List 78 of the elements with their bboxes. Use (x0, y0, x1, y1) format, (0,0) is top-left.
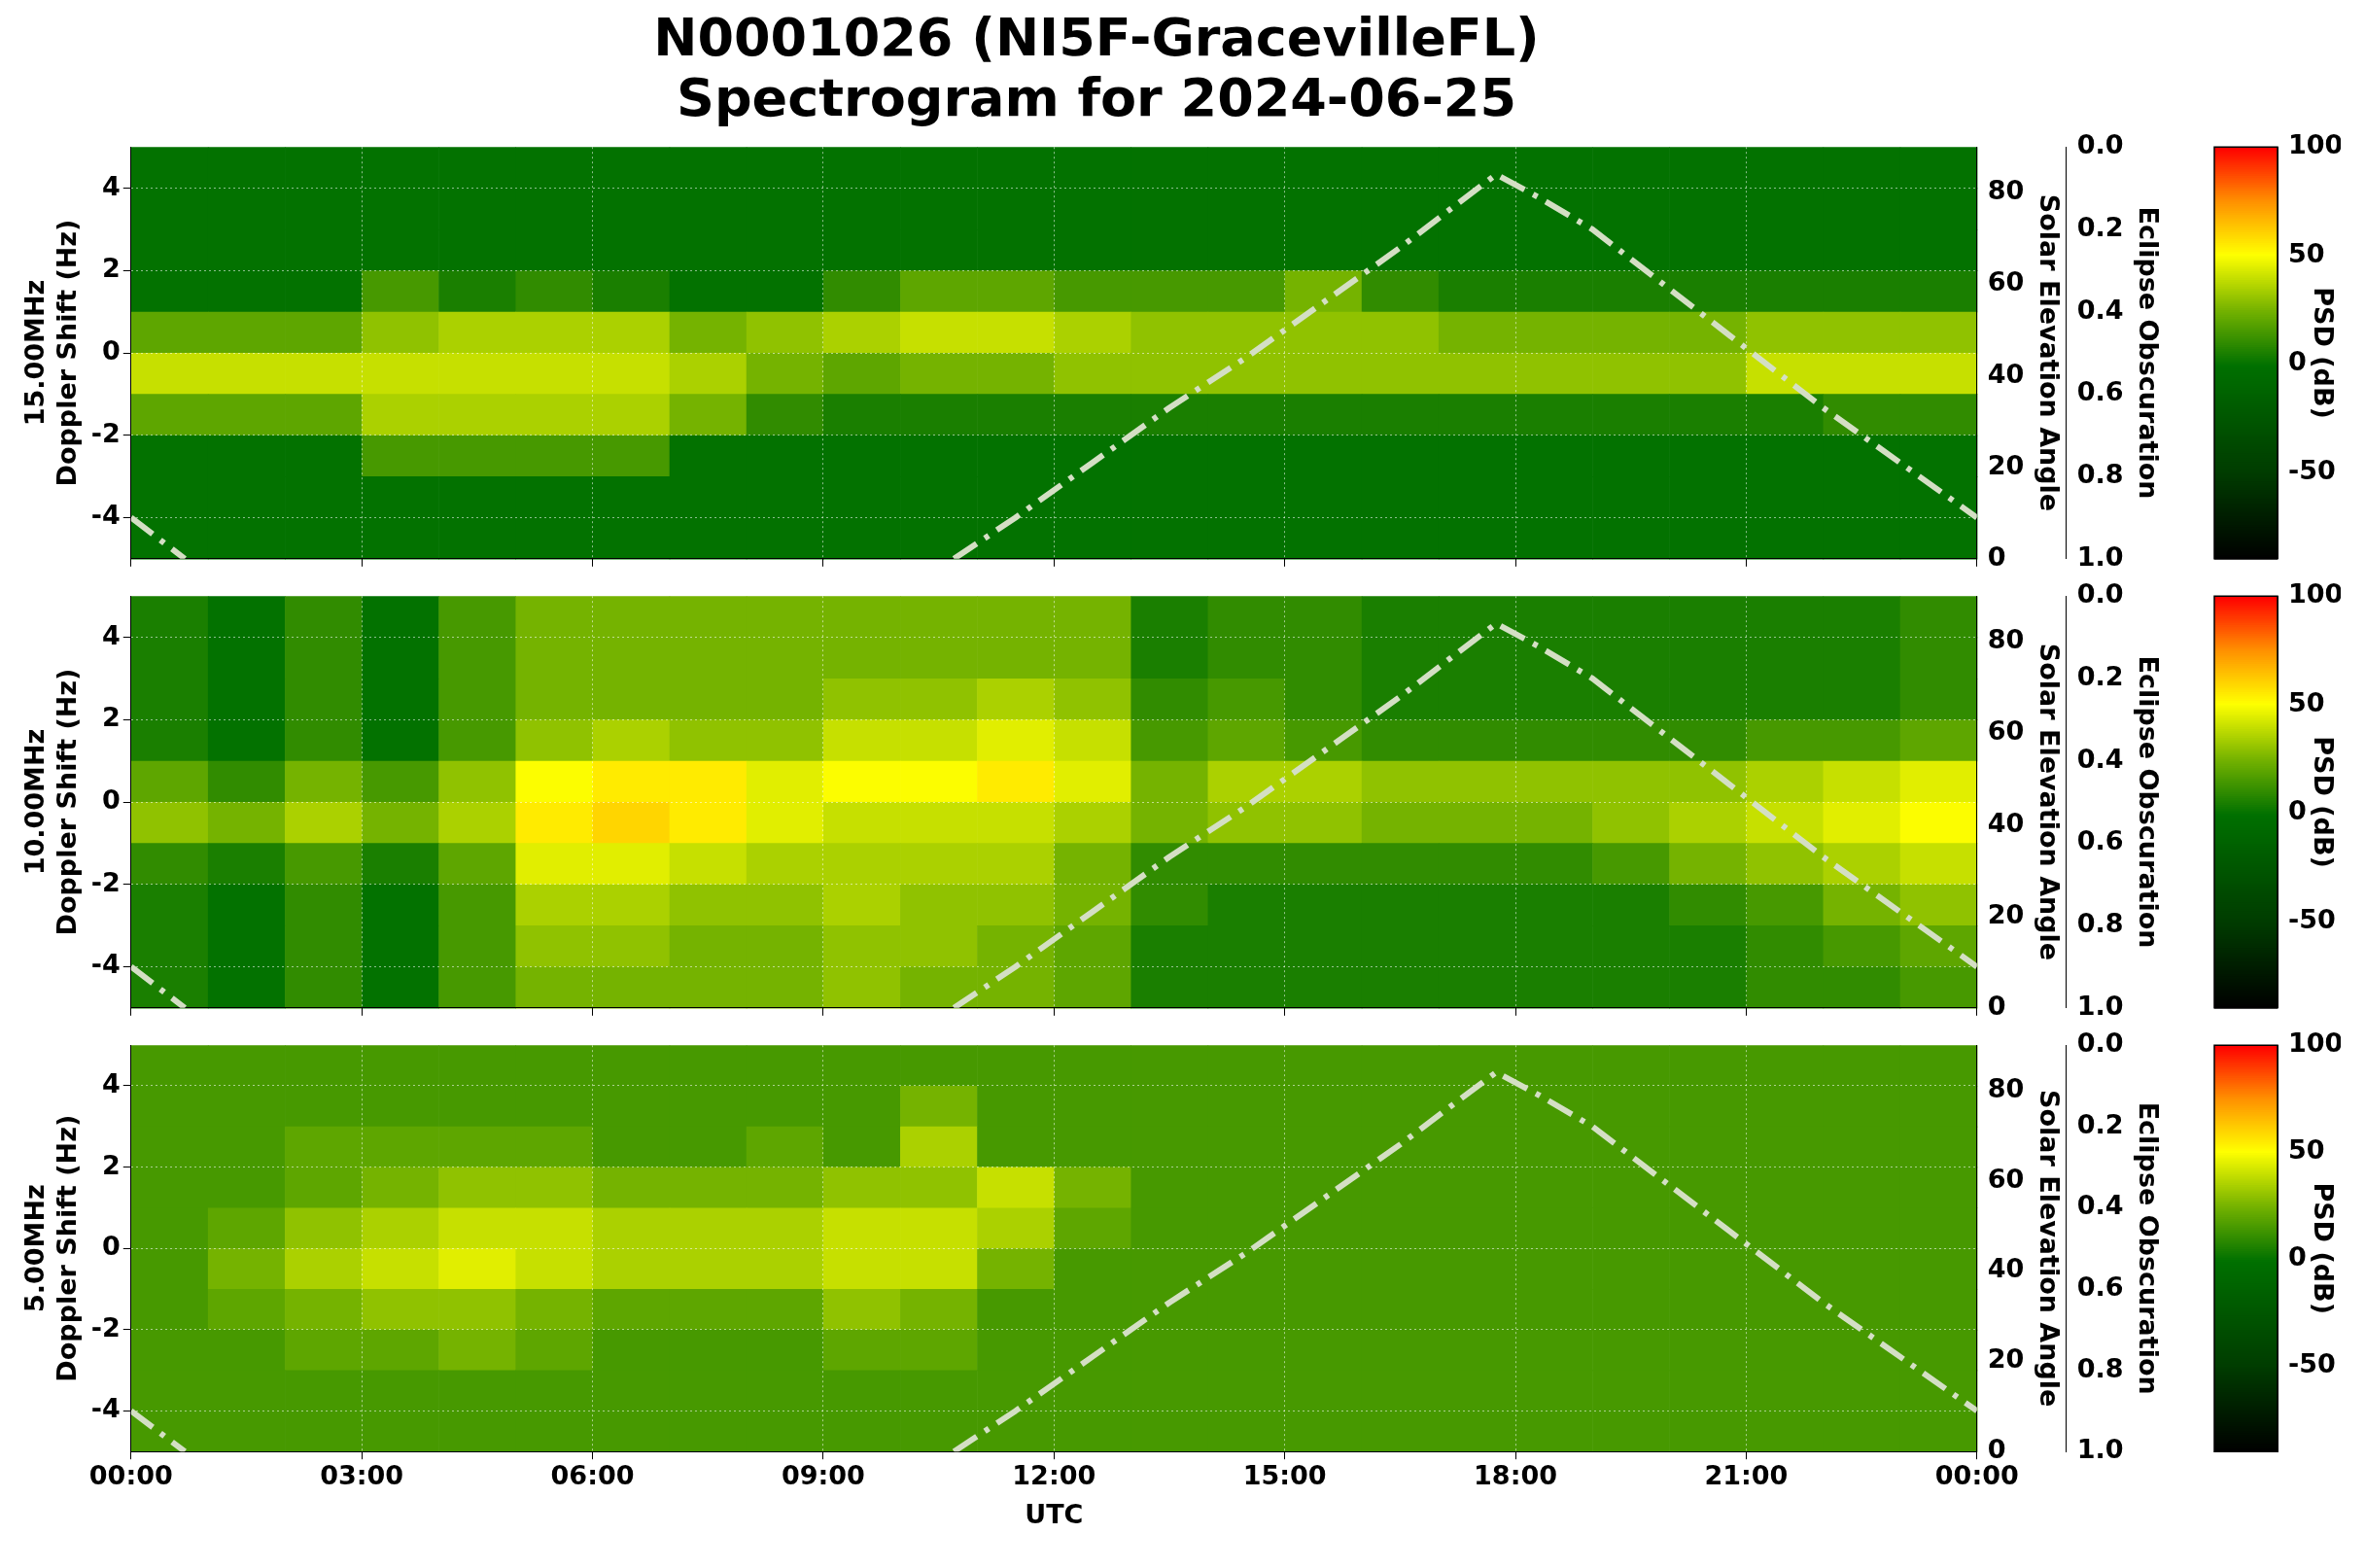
y2-tick-label: 40 (1987, 358, 2025, 389)
y-axis-title: 15.00MHz Doppler Shift (Hz) (19, 219, 82, 487)
y2-axis-title: Solar Elevation Angle (2034, 193, 2065, 512)
y-tick-label: -4 (90, 949, 121, 980)
y2-tick-label: 80 (1987, 624, 2025, 655)
chart-title: N0001026 (NI5F-GracevilleFL) Spectrogram for 2024-06-25 (652, 7, 1541, 128)
y-axis-title: 5.00MHz Doppler Shift (Hz) (19, 1114, 82, 1382)
color-bar-label: -50 (2288, 903, 2336, 934)
x-tick-label: 00:00 (88, 1460, 173, 1491)
y2-tick-label: 60 (1987, 266, 2025, 297)
color-bar-label: 50 (2288, 686, 2325, 717)
y2-tick-label: 60 (1987, 715, 2025, 747)
y-tick-label: 0 (102, 1231, 121, 1262)
color-bar-label: 0 (2288, 346, 2307, 377)
color-bar-label: 50 (2288, 1134, 2325, 1166)
y3-tick-label: 0.4 (2076, 294, 2124, 325)
y3-tick-label: 0.2 (2076, 1108, 2124, 1139)
y2-tick-label: 20 (1987, 449, 2025, 480)
x-tick-label: 18:00 (1474, 1460, 1558, 1491)
color-bar-label: 0 (2288, 795, 2307, 826)
y3-tick-label: 0.8 (2076, 459, 2124, 490)
y2-tick-label: 0 (1987, 540, 2006, 572)
y-axis-title: 10.00MHz Doppler Shift (Hz) (19, 668, 82, 936)
y3-tick-label: 0.0 (2076, 1028, 2124, 1059)
x-tick-label: 06:00 (550, 1460, 635, 1491)
y2-tick-label: 40 (1987, 807, 2025, 838)
y-tick-label: -4 (90, 1393, 121, 1424)
x-tick-label: 09:00 (781, 1460, 865, 1491)
y3-tick-label: 0.6 (2076, 376, 2124, 407)
color-bar-label: 0 (2288, 1241, 2307, 1272)
y3-axis-title: Eclipse Obscuration (2133, 206, 2164, 500)
y3-tick-label: 0.2 (2076, 660, 2124, 691)
y3-tick-label: 1.0 (2076, 540, 2124, 572)
y-tick-label: 4 (102, 1068, 121, 1099)
y3-tick-label: 0.0 (2076, 129, 2124, 160)
y2-tick-label: 20 (1987, 1343, 2025, 1375)
y2-tick-label: 0 (1987, 990, 2006, 1021)
y2-tick-label: 60 (1987, 1163, 2025, 1194)
y3-tick-label: 0.6 (2076, 1272, 2124, 1303)
y-tick-label: 4 (102, 170, 121, 201)
y-tick-label: 2 (102, 702, 121, 733)
y-tick-label: 2 (102, 253, 121, 284)
y3-tick-label: 0.4 (2076, 743, 2124, 774)
color-bar-label: -50 (2288, 1348, 2336, 1379)
y-tick-label: -2 (90, 417, 121, 448)
x-tick-label: 21:00 (1704, 1460, 1789, 1491)
y2-tick-label: 80 (1987, 175, 2025, 206)
y-tick-label: 2 (102, 1149, 121, 1180)
y-tick-label: -4 (90, 500, 121, 531)
y2-tick-label: 40 (1987, 1253, 2025, 1284)
color-bar-title: PSD (dB) (2308, 736, 2339, 868)
color-bar-label: -50 (2288, 454, 2336, 485)
y-tick-label: 0 (102, 335, 121, 366)
y3-tick-label: 0.4 (2076, 1190, 2124, 1221)
y3-tick-label: 0.8 (2076, 1352, 2124, 1383)
y3-tick-label: 1.0 (2076, 990, 2124, 1021)
x-tick-label: 15:00 (1242, 1460, 1327, 1491)
x-tick-label: 03:00 (320, 1460, 404, 1491)
y2-axis-title: Solar Elevation Angle (2034, 643, 2065, 961)
y3-tick-label: 0.8 (2076, 908, 2124, 939)
y2-tick-label: 80 (1987, 1072, 2025, 1103)
y2-axis-title: Solar Elevation Angle (2034, 1090, 2065, 1408)
y-tick-label: 4 (102, 619, 121, 650)
color-bar-label: 50 (2288, 237, 2325, 268)
color-bar-title: PSD (dB) (2308, 287, 2339, 419)
y-tick-label: 0 (102, 784, 121, 816)
x-tick-label: 12:00 (1012, 1460, 1096, 1491)
y3-axis-title: Eclipse Obscuration (2133, 1101, 2164, 1395)
color-bar-title: PSD (dB) (2308, 1182, 2339, 1315)
x-axis-title: UTC (1025, 1498, 1084, 1529)
y-tick-label: -2 (90, 1311, 121, 1342)
y3-tick-label: 0.0 (2076, 578, 2124, 610)
y3-tick-label: 1.0 (2076, 1434, 2124, 1465)
y-tick-label: -2 (90, 866, 121, 897)
y2-tick-label: 20 (1987, 898, 2025, 929)
y3-tick-label: 0.2 (2076, 211, 2124, 242)
y3-axis-title: Eclipse Obscuration (2133, 655, 2164, 949)
y3-tick-label: 0.6 (2076, 825, 2124, 856)
